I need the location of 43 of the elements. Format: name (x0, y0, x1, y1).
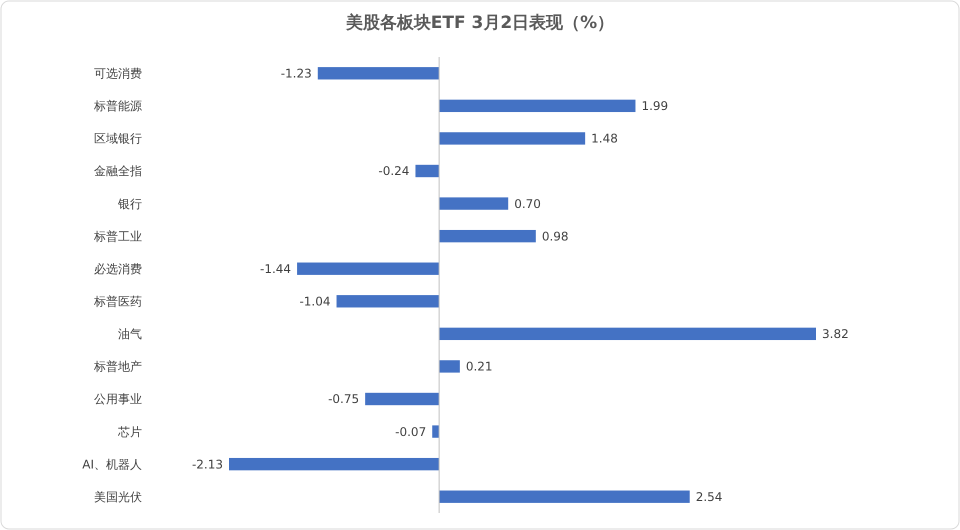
y-tick-label: 必选消费 (94, 262, 142, 276)
chart-title: 美股各板块ETF 3月2日表现（%） (344, 13, 614, 33)
y-tick-label: AI、机器人 (82, 457, 142, 472)
data-label: 1.48 (591, 132, 618, 146)
y-tick-label: 金融全指 (94, 164, 142, 178)
data-label: -0.07 (395, 424, 426, 439)
bar (439, 132, 586, 145)
bar (229, 458, 440, 470)
data-label: 0.98 (542, 229, 569, 244)
bar (439, 197, 508, 210)
y-tick-label: 标普地产 (93, 360, 142, 374)
data-label: -1.04 (299, 294, 331, 308)
data-label: 2.54 (696, 490, 722, 504)
bar (415, 164, 440, 178)
y-tick-label: 区域银行 (94, 132, 142, 146)
y-tick-label: 美国光伏 (94, 490, 142, 504)
y-tick-label: 标普能源 (93, 99, 142, 114)
bar (439, 490, 690, 503)
y-tick-label: 芯片 (117, 424, 142, 439)
y-tick-label: 标普工业 (93, 229, 142, 244)
data-label: -0.75 (328, 392, 360, 406)
data-label: -2.13 (192, 457, 223, 472)
bar (439, 360, 460, 373)
data-label: -1.44 (260, 262, 292, 276)
y-tick-label: 银行 (117, 196, 142, 211)
bar (432, 425, 440, 438)
bar (297, 262, 440, 275)
y-tick-label: 标普医药 (93, 294, 142, 308)
data-label: -0.24 (378, 164, 410, 178)
data-label: 1.99 (641, 99, 668, 114)
y-tick-label: 公用事业 (94, 392, 142, 406)
bar (439, 100, 636, 112)
bar (365, 392, 440, 406)
data-label: 0.21 (466, 360, 493, 374)
bar (318, 67, 440, 80)
bar (439, 328, 816, 340)
data-label: 0.70 (514, 196, 541, 211)
data-label: 3.82 (822, 327, 849, 342)
data-label: -1.23 (280, 66, 312, 80)
bar (439, 230, 536, 242)
y-tick-label: 油气 (118, 327, 142, 342)
y-tick-label: 可选消费 (94, 66, 142, 80)
bar (336, 295, 440, 308)
